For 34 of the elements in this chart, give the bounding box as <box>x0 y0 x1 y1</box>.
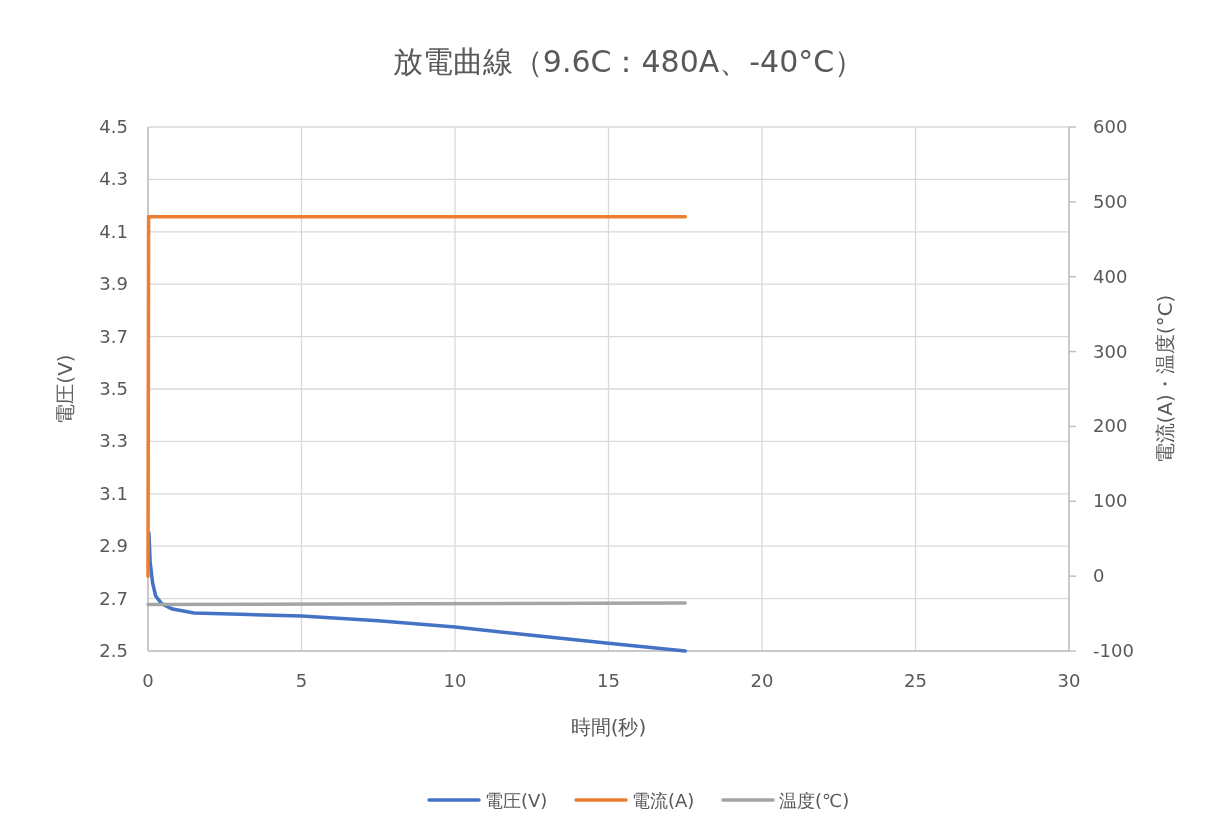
y2-axis-title: 電流(A)・温度(°C) <box>1153 294 1177 464</box>
y-tick-label: 2.9 <box>99 535 128 557</box>
chart-title: 放電曲線（9.6C：480A、-40°C） <box>392 44 865 79</box>
line-series <box>147 531 687 653</box>
x-axis-title: 時間(秒) <box>570 715 647 739</box>
y2-tick-label: -100 <box>1093 640 1134 661</box>
y2-tick-label: 500 <box>1093 190 1128 212</box>
y-tick-label: 4.5 <box>99 116 128 137</box>
y2-tick-label: 400 <box>1093 265 1128 287</box>
y2-tick-label: 600 <box>1093 116 1128 137</box>
y2-tick-label: 200 <box>1093 415 1128 437</box>
y-tick-label: 3.3 <box>99 430 128 452</box>
y-tick-label: 2.5 <box>99 640 128 661</box>
y2-tick-label: 300 <box>1093 340 1128 362</box>
y2-tick-label: 0 <box>1093 565 1105 587</box>
x-tick-label: 30 <box>1057 670 1081 691</box>
y-tick-label: 3.5 <box>99 378 128 399</box>
x-tick-label: 25 <box>904 670 927 691</box>
x-tick-label: 5 <box>295 670 308 691</box>
legend-label: 温度(℃) <box>779 790 850 811</box>
y-tick-label: 3.7 <box>99 325 128 347</box>
legend-label: 電流(A) <box>632 790 695 811</box>
y-tick-label: 2.7 <box>99 587 128 609</box>
y-axis-title: 電圧(V) <box>53 354 77 424</box>
x-tick-label: 15 <box>597 670 620 691</box>
y2-tick-label: 100 <box>1093 490 1128 512</box>
legend-label: 電圧(V) <box>485 790 548 811</box>
y-tick-label: 4.3 <box>99 168 128 190</box>
y-tick-label: 4.1 <box>99 220 128 242</box>
x-tick-label: 20 <box>750 670 774 691</box>
x-tick-label: 0 <box>142 670 154 691</box>
y-tick-label: 3.9 <box>99 273 128 295</box>
y-tick-label: 3.1 <box>99 482 128 504</box>
x-tick-label: 10 <box>443 670 467 691</box>
